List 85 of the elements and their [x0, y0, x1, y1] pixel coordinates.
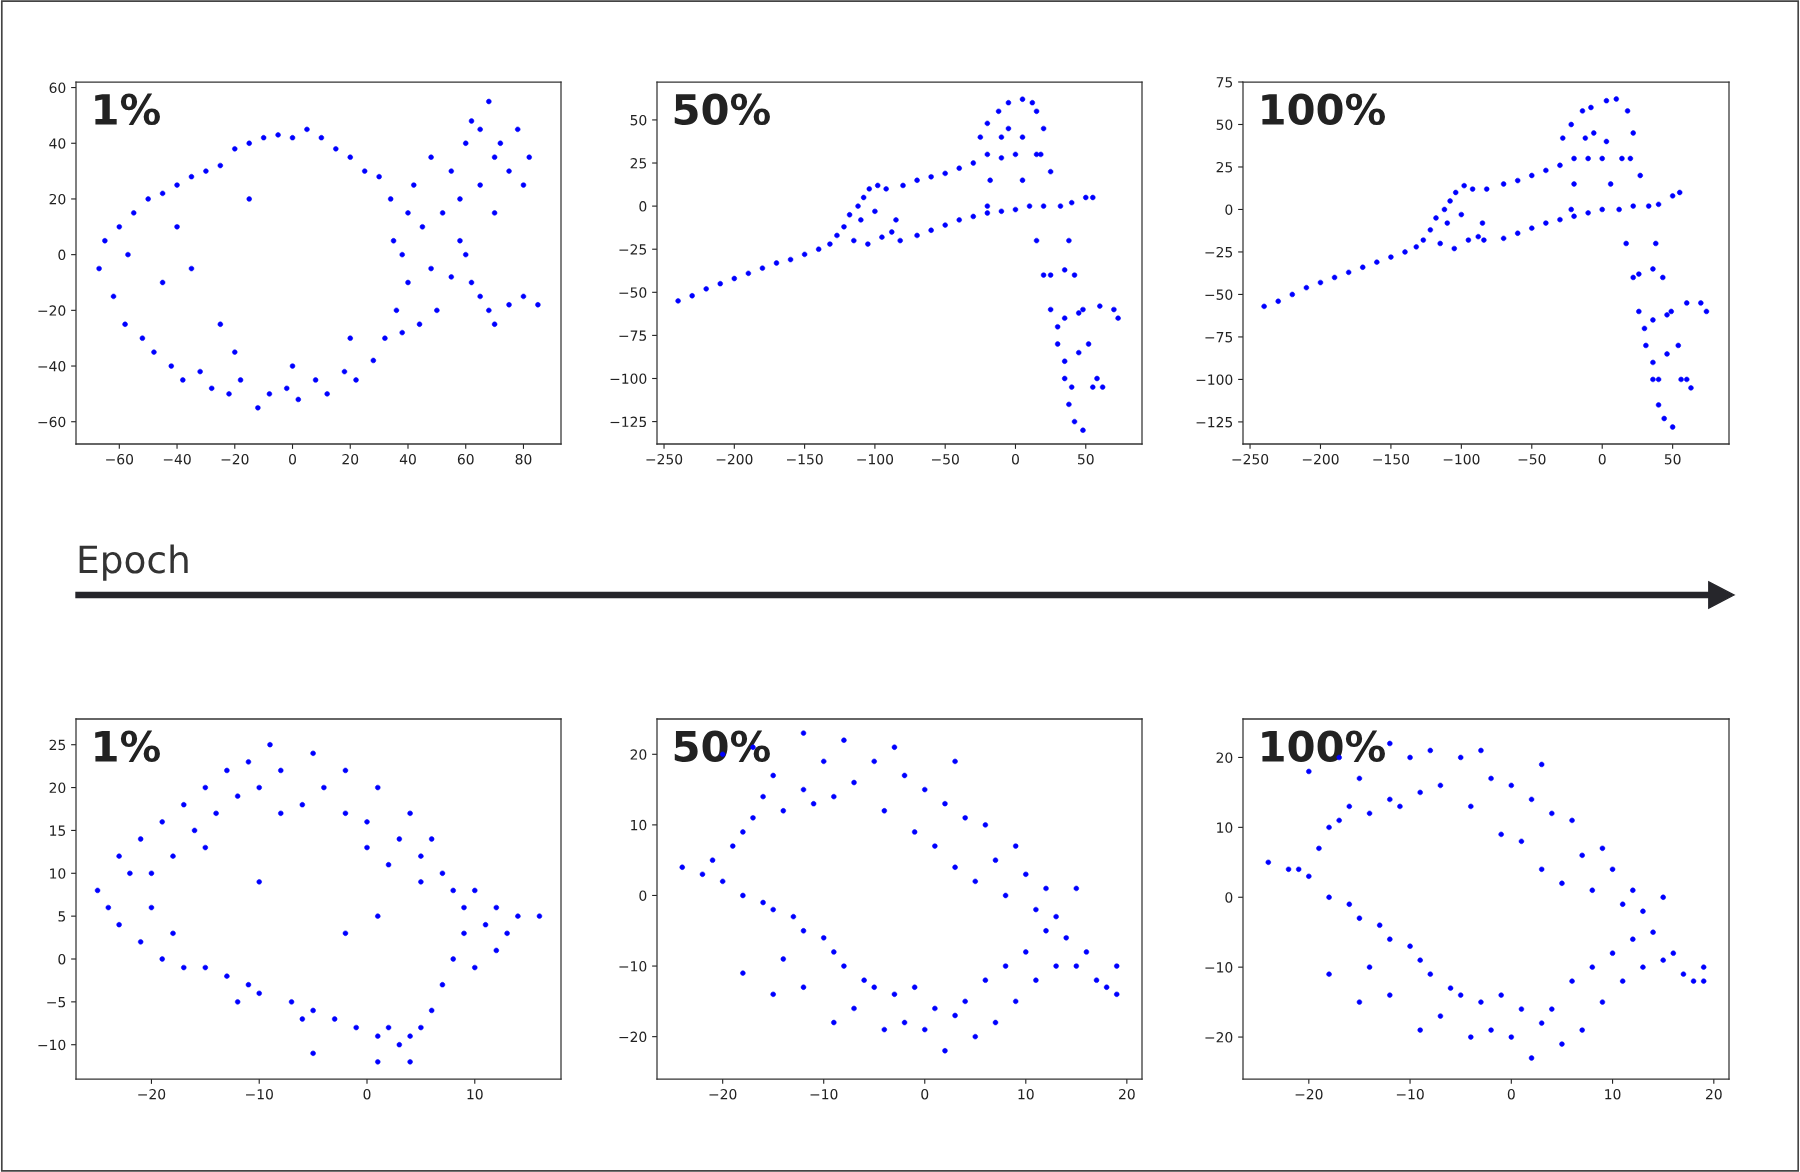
y-tick-label: −20: [38, 305, 66, 316]
x-tick-label: 0: [289, 453, 297, 465]
x-tick-label: −100: [1443, 453, 1480, 465]
y-tick-label: −40: [38, 361, 66, 372]
x-tick-label: −10: [1396, 1088, 1424, 1100]
y-tick-label: 0: [639, 890, 647, 901]
x-tick-label: −150: [1373, 453, 1410, 465]
x-tick-label: 10: [1018, 1088, 1034, 1100]
y-tick-label: −125: [610, 416, 647, 428]
y-tick-label: 75: [1216, 77, 1233, 88]
x-tick-label: 50: [1078, 453, 1094, 465]
x-tick-label: 50: [1664, 453, 1681, 465]
x-tick-label: −10: [810, 1088, 838, 1100]
x-tick-label: 10: [1605, 1088, 1621, 1100]
y-tick-label: 20: [49, 782, 66, 794]
y-tick-label: 10: [631, 819, 647, 831]
x-tick-label: −10: [246, 1088, 273, 1100]
y-tick-label: 0: [1225, 892, 1233, 903]
x-tick-label: −20: [138, 1088, 166, 1100]
x-tick-label: −20: [1295, 1088, 1323, 1100]
x-tick-label: −100: [857, 453, 894, 465]
y-tick-label: −25: [1205, 246, 1233, 258]
y-tick-label: 10: [1217, 822, 1233, 833]
y-tick-label: −25: [619, 244, 647, 255]
x-tick-label: 0: [1598, 453, 1606, 465]
chart-title: 50%: [674, 93, 770, 126]
y-tick-label: 15: [50, 825, 66, 836]
x-tick-label: 20: [1705, 1088, 1722, 1100]
y-tick-label: −5: [47, 997, 66, 1008]
y-tick-label: 25: [630, 157, 647, 169]
x-tick-label: 0: [1507, 1088, 1515, 1100]
y-tick-label: 20: [1216, 752, 1233, 763]
chart-title: 100%: [1262, 93, 1385, 126]
y-tick-label: 40: [49, 138, 66, 149]
y-tick-label: −100: [610, 373, 647, 384]
y-tick-label: −50: [1205, 289, 1233, 300]
y-tick-label: −10: [1205, 962, 1233, 973]
y-tick-label: −50: [619, 287, 647, 298]
chart-title: 1%: [95, 730, 160, 763]
y-tick-label: 50: [630, 114, 647, 126]
x-tick-label: 10: [467, 1088, 483, 1100]
y-tick-label: 20: [630, 749, 647, 760]
x-tick-label: −20: [221, 453, 249, 465]
y-tick-label: 50: [1216, 119, 1233, 130]
y-tick-label: −100: [1196, 374, 1233, 385]
chart-title: 50%: [674, 730, 770, 763]
y-tick-label: −10: [38, 1039, 66, 1051]
x-tick-label: −50: [1518, 453, 1546, 465]
y-tick-label: −75: [1205, 332, 1233, 343]
x-tick-label: −50: [932, 453, 959, 465]
x-tick-label: −150: [787, 453, 823, 465]
x-tick-label: −250: [646, 453, 683, 465]
chart-title: 1%: [95, 93, 160, 126]
chart-title: 100%: [1262, 730, 1385, 763]
x-tick-label: 80: [515, 453, 532, 465]
x-tick-label: −40: [163, 453, 191, 465]
y-tick-label: 0: [639, 201, 647, 212]
y-tick-label: 25: [49, 739, 66, 751]
y-tick-label: 0: [58, 953, 66, 965]
x-tick-label: 0: [1011, 453, 1019, 465]
x-tick-label: −20: [709, 1088, 737, 1100]
y-tick-label: 25: [1216, 161, 1233, 173]
y-tick-label: −20: [1205, 1032, 1233, 1043]
x-tick-label: −200: [1302, 453, 1339, 465]
y-tick-label: 5: [58, 911, 66, 922]
y-tick-label: 0: [58, 249, 66, 261]
text: Epoch: [79, 544, 188, 581]
x-tick-label: 40: [399, 453, 416, 465]
x-tick-label: 0: [921, 1088, 929, 1100]
y-tick-label: −60: [38, 416, 66, 428]
y-tick-label: −75: [619, 330, 647, 341]
x-tick-label: 20: [1119, 1088, 1135, 1100]
x-tick-label: −60: [106, 453, 134, 465]
y-tick-label: 60: [49, 82, 66, 94]
y-tick-label: −10: [619, 961, 647, 972]
y-tick-label: 10: [50, 868, 66, 879]
y-tick-label: 20: [49, 193, 66, 205]
x-tick-label: −250: [1232, 453, 1269, 465]
y-tick-label: −20: [619, 1031, 647, 1043]
x-tick-label: 20: [342, 453, 359, 465]
x-tick-label: 0: [363, 1088, 371, 1100]
x-tick-label: −200: [716, 453, 753, 465]
y-tick-label: −125: [1196, 416, 1233, 428]
x-tick-label: 60: [457, 453, 474, 465]
y-tick-label: 0: [1225, 204, 1233, 215]
